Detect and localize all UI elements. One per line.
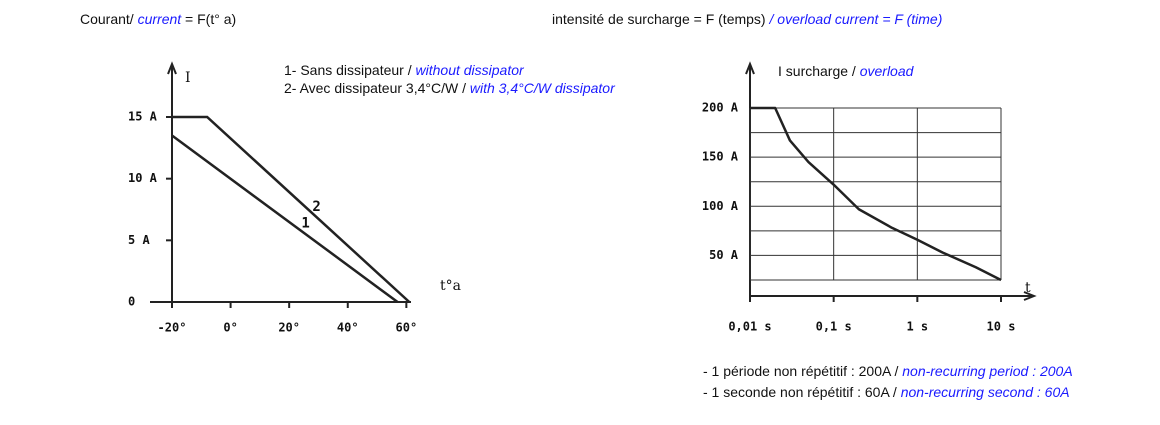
y-tick-label: 200 A [702,101,739,115]
x-tick-label: 10 s [987,320,1016,334]
y-tick-label: 50 A [709,248,739,262]
legend-entry: 2- Avec dissipateur 3,4°C/W / with 3,4°C… [284,80,616,96]
legend-entry-part: 1- Sans dissipateur / [284,62,416,78]
axis-arrow [1023,291,1037,301]
y-tick-label: 10 A [128,171,158,185]
x-tick-label: 60° [396,321,418,335]
legend-entry-part: with 3,4°C/W dissipator [470,80,616,96]
x-tick-label: 0,01 s [728,320,771,334]
y-tick-label: 15 A [128,110,158,124]
y-axis-label: I surcharge / overload [778,63,915,79]
y-tick-label: 5 A [128,233,150,247]
chart-title-part: = F(t° a) [181,11,236,27]
chart-title-part: / overload current = F (time) [769,11,943,27]
series-line [171,134,399,304]
legend-entry-part: 2- Avec dissipateur 3,4°C/W / [284,80,470,96]
y-axis-label-part: I surcharge / [778,63,860,79]
series-line [750,106,1002,282]
y-tick-label: 150 A [702,150,739,164]
series-line [172,115,411,303]
x-tick-label: 20° [278,321,300,335]
x-tick-label: 0,1 s [816,320,852,334]
note-part: - 1 seconde non répétitif : 60A / [703,384,901,400]
series-label: 2 [312,199,320,215]
chart-title-part: intensité de surcharge = F (temps) [552,11,770,27]
x-tick-label: 0° [223,321,237,335]
x-axis-label: t°a [440,278,461,294]
note-part: non-recurring second : 60A [901,384,1070,400]
note-part: - 1 période non répétitif : 200A / [703,363,902,379]
legend-entry-part: without dissipator [416,62,526,78]
x-axis-label: t [1025,280,1031,296]
y-tick-label: 0 [128,295,135,309]
chart-title: Courant/ current = F(t° a) [80,11,236,27]
note: - 1 seconde non répétitif : 60A / non-re… [703,384,1070,400]
legend-entry: 1- Sans dissipateur / without dissipator [284,62,525,78]
y-tick-label: 100 A [702,199,739,213]
note: - 1 période non répétitif : 200A / non-r… [703,363,1073,379]
x-tick-label: 40° [337,321,359,335]
x-tick-label: -20° [158,321,187,335]
y-axis-label: I [185,70,191,86]
chart-title: intensité de surcharge = F (temps) / ove… [552,11,942,27]
y-axis-label-part: overload [860,63,915,79]
series-label: 1 [301,215,309,231]
note-part: non-recurring period : 200A [902,363,1072,379]
chart-title-part: Courant/ [80,11,138,27]
x-tick-label: 1 s [906,320,928,334]
axis-arrow [745,61,755,75]
axis-arrow [167,61,177,75]
chart-title-part: current [138,11,183,27]
